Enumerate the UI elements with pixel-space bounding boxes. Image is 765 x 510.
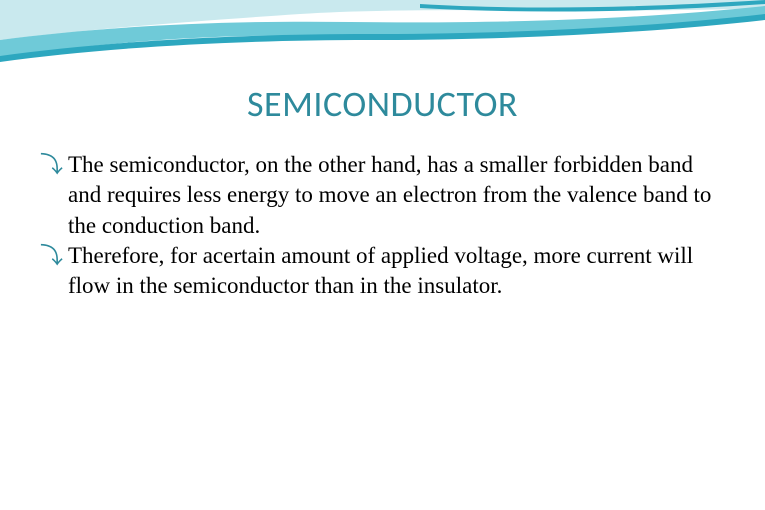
header-wave-decoration <box>0 0 765 80</box>
bullet-text: The semiconductor, on the other hand, ha… <box>68 152 711 238</box>
slide-body: ⤵ The semiconductor, on the other hand, … <box>40 150 725 302</box>
wave-svg <box>0 0 765 80</box>
bullet-item: ⤵ The semiconductor, on the other hand, … <box>40 150 725 241</box>
bullet-text: Therefore, for acertain amount of applie… <box>68 243 693 298</box>
bullet-item: ⤵ Therefore, for acertain amount of appl… <box>40 241 725 302</box>
bullet-glyph-icon: ⤵ <box>40 150 63 180</box>
slide: SEMICONDUCTOR ⤵ The semiconductor, on th… <box>0 0 765 510</box>
slide-title: SEMICONDUCTOR <box>0 82 765 126</box>
bullet-glyph-icon: ⤵ <box>40 241 63 271</box>
